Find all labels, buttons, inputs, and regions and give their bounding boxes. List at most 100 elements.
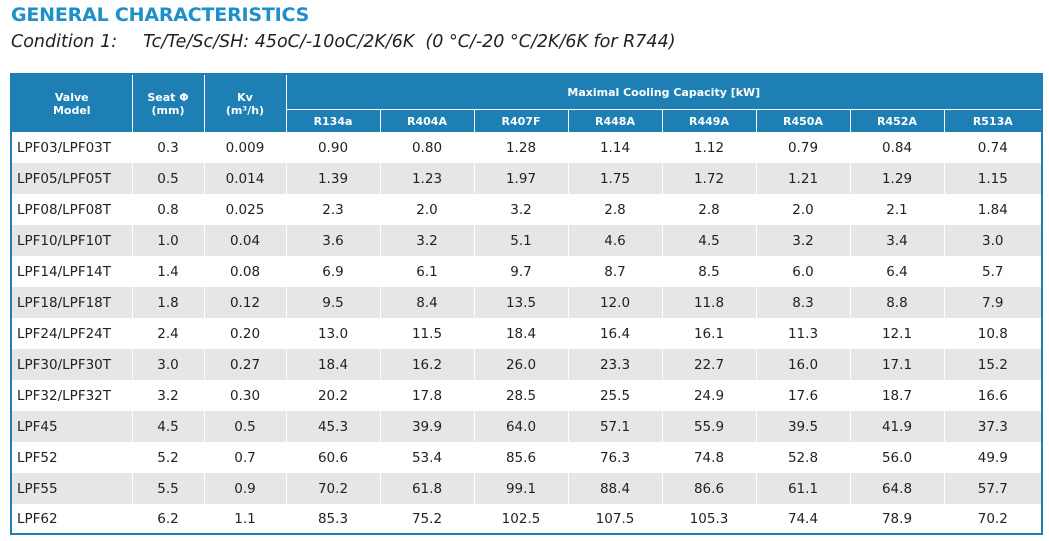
table-row: LPF24/LPF24T 2.4 0.20 13.0 11.5 18.4 16.4 16.1 1… (10, 318, 1043, 349)
header-refrigerant-r449a: R449A (661, 109, 757, 132)
table-row: LPF03/LPF03T 0.3 0.009 0.90 0.80 1.28 1.14 1.12… (10, 132, 1043, 163)
characteristics-table-wrapper: Valve Model Seat Φ (mm) Kv (m³/h) Maxima… (10, 73, 1044, 535)
cell-seat: 0.5 (131, 163, 205, 194)
cell-kv: 0.12 (203, 287, 287, 318)
cell-capacity-r450a: 52.8 (755, 442, 851, 473)
cell-capacity-r513a: 37.3 (943, 411, 1043, 442)
cell-capacity-r449a: 16.1 (661, 318, 757, 349)
header-seat-line2: (mm) (151, 103, 185, 117)
cell-capacity-r449a: 8.5 (661, 256, 757, 287)
header-refrigerant-r513a: R513A (943, 109, 1043, 132)
cell-capacity-r449a: 1.12 (661, 132, 757, 163)
table-row: LPF10/LPF10T 1.0 0.04 3.6 3.2 5.1 4.6 4.5 3.2 3.4… (10, 225, 1043, 256)
cell-capacity-r452a: 17.1 (849, 349, 945, 380)
cell-capacity-r450a: 0.79 (755, 132, 851, 163)
cell-capacity-r404a: 3.2 (379, 225, 475, 256)
cell-capacity-r448a: 1.75 (567, 163, 663, 194)
cell-capacity-r407f: 18.4 (473, 318, 569, 349)
cell-capacity-r450a: 11.3 (755, 318, 851, 349)
cell-capacity-r448a: 16.4 (567, 318, 663, 349)
cell-valve-model: LPF32/LPF32T (10, 380, 133, 411)
cell-capacity-r452a: 41.9 (849, 411, 945, 442)
cell-capacity-r407f: 99.1 (473, 473, 569, 504)
cell-capacity-r134a: 70.2 (285, 473, 381, 504)
header-seat-line1: Seat Φ (147, 90, 189, 104)
cell-capacity-r450a: 74.4 (755, 504, 851, 534)
cell-capacity-r407f: 64.0 (473, 411, 569, 442)
cell-capacity-r513a: 16.6 (943, 380, 1043, 411)
cell-capacity-r448a: 12.0 (567, 287, 663, 318)
cell-capacity-r513a: 10.8 (943, 318, 1043, 349)
cell-capacity-r404a: 11.5 (379, 318, 475, 349)
cell-capacity-r134a: 60.6 (285, 442, 381, 473)
cell-capacity-r404a: 53.4 (379, 442, 475, 473)
cell-seat: 0.8 (131, 194, 205, 225)
cell-capacity-r407f: 9.7 (473, 256, 569, 287)
cell-capacity-r452a: 1.29 (849, 163, 945, 194)
cell-seat: 1.8 (131, 287, 205, 318)
cell-capacity-r452a: 78.9 (849, 504, 945, 534)
cell-kv: 0.5 (203, 411, 287, 442)
cell-capacity-r134a: 85.3 (285, 504, 381, 534)
condition-text: Tc/Te/Sc/SH: 45oC/-10oC/2K/6K (0 °C/-20 … (143, 32, 676, 52)
table-header: Valve Model Seat Φ (mm) Kv (m³/h) Maxima… (11, 74, 1043, 132)
cell-capacity-r450a: 1.21 (755, 163, 851, 194)
table-row: LPF18/LPF18T 1.8 0.12 9.5 8.4 13.5 12.0 11.8 8.3… (10, 287, 1043, 318)
cell-capacity-r448a: 76.3 (567, 442, 663, 473)
cell-capacity-r404a: 17.8 (379, 380, 475, 411)
cell-capacity-r134a: 20.2 (285, 380, 381, 411)
header-refrigerant-r404a: R404A (379, 109, 475, 132)
cell-capacity-r407f: 5.1 (473, 225, 569, 256)
cell-capacity-r452a: 56.0 (849, 442, 945, 473)
cell-capacity-r448a: 57.1 (567, 411, 663, 442)
header-valve-model-line2: Model (52, 103, 91, 117)
cell-capacity-r450a: 17.6 (755, 380, 851, 411)
cell-seat: 3.0 (131, 349, 205, 380)
cell-capacity-r449a: 24.9 (661, 380, 757, 411)
table-row: LPF62 6.2 1.1 85.3 75.2 102.5 107.5 105.3 74.4 78… (10, 504, 1043, 534)
header-valve-model-line1: Valve (54, 90, 89, 104)
cell-capacity-r404a: 1.23 (379, 163, 475, 194)
table-body: LPF03/LPF03T 0.3 0.009 0.90 0.80 1.28 1.14 1.12… (10, 132, 1043, 534)
cell-capacity-r134a: 45.3 (285, 411, 381, 442)
header-refrigerant-r448a: R448A (567, 109, 663, 132)
cell-capacity-r450a: 39.5 (755, 411, 851, 442)
cell-seat: 3.2 (131, 380, 205, 411)
table-row: LPF08/LPF08T 0.8 0.025 2.3 2.0 3.2 2.8 2.8 2.0 2.… (10, 194, 1043, 225)
cell-valve-model: LPF05/LPF05T (10, 163, 133, 194)
cell-capacity-r407f: 1.97 (473, 163, 569, 194)
cell-capacity-r452a: 8.8 (849, 287, 945, 318)
cell-capacity-r450a: 61.1 (755, 473, 851, 504)
cell-capacity-r449a: 105.3 (661, 504, 757, 534)
cell-kv: 0.025 (203, 194, 287, 225)
cell-valve-model: LPF03/LPF03T (10, 132, 133, 163)
cell-kv: 0.7 (203, 442, 287, 473)
cell-capacity-r407f: 13.5 (473, 287, 569, 318)
cell-capacity-r134a: 3.6 (285, 225, 381, 256)
table-row: LPF45 4.5 0.5 45.3 39.9 64.0 57.1 55.9 39.5 41.9 3… (10, 411, 1043, 442)
cell-capacity-r134a: 0.90 (285, 132, 381, 163)
cell-capacity-r452a: 64.8 (849, 473, 945, 504)
cell-capacity-r407f: 1.28 (473, 132, 569, 163)
cell-kv: 1.1 (203, 504, 287, 534)
cell-capacity-r513a: 3.0 (943, 225, 1043, 256)
cell-capacity-r513a: 1.84 (943, 194, 1043, 225)
cell-capacity-r134a: 9.5 (285, 287, 381, 318)
cell-capacity-r448a: 107.5 (567, 504, 663, 534)
cell-capacity-r449a: 55.9 (661, 411, 757, 442)
cell-valve-model: LPF45 (10, 411, 133, 442)
cell-capacity-r448a: 4.6 (567, 225, 663, 256)
cell-kv: 0.30 (203, 380, 287, 411)
cell-kv: 0.009 (203, 132, 287, 163)
cell-capacity-r449a: 22.7 (661, 349, 757, 380)
cell-capacity-r404a: 8.4 (379, 287, 475, 318)
condition-line: Condition 1: Tc/Te/Sc/SH: 45oC/-10oC/2K/6… (11, 32, 676, 52)
cell-capacity-r407f: 26.0 (473, 349, 569, 380)
cell-valve-model: LPF18/LPF18T (10, 287, 133, 318)
cell-capacity-r513a: 70.2 (943, 504, 1043, 534)
cell-kv: 0.04 (203, 225, 287, 256)
cell-capacity-r404a: 75.2 (379, 504, 475, 534)
cell-capacity-r513a: 49.9 (943, 442, 1043, 473)
cell-capacity-r448a: 23.3 (567, 349, 663, 380)
cell-capacity-r407f: 85.6 (473, 442, 569, 473)
